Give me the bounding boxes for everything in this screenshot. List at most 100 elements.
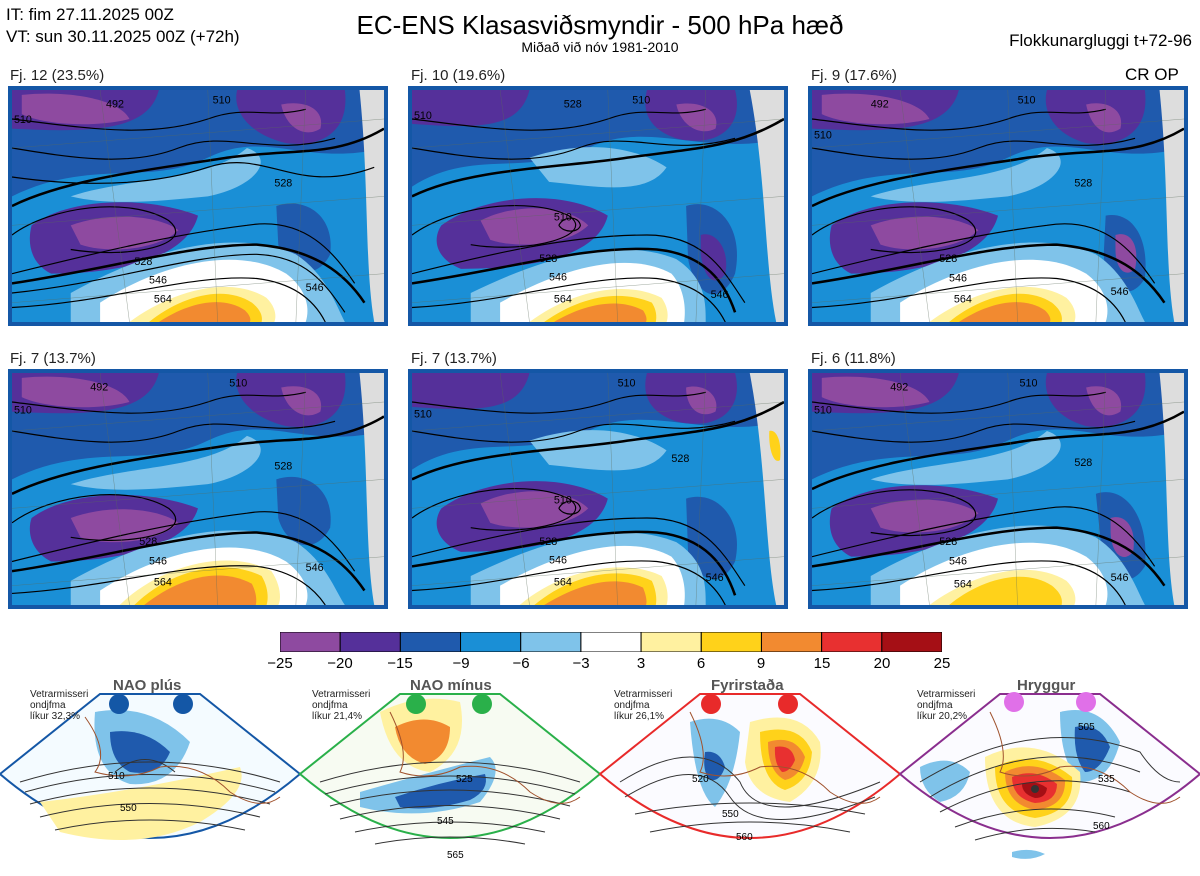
colorbar-swatch — [280, 632, 341, 652]
page-subtitle: Miðað við nóv 1981-2010 — [521, 39, 679, 55]
regime-note-line: líkur 21,4% — [312, 711, 363, 722]
cluster-map-6: 492 510 510 528 528 546 564 546 — [808, 369, 1188, 609]
regime-note-line: Vetrarmisseri — [917, 689, 976, 700]
contour-label: 492 — [106, 98, 124, 110]
classification-window: Flokkunargluggi t+72-96 — [1009, 31, 1192, 50]
regime-title-nao-minus: NAO mínus — [410, 677, 492, 694]
cluster-map-4: 492 510 510 528 528 546 564 546 — [8, 369, 388, 609]
regime-contour-label: 520 — [692, 774, 709, 785]
panel-label-4: Fj. 7 (13.7%) — [10, 350, 96, 367]
contour-label: 546 — [306, 562, 324, 574]
contour-label: 546 — [1111, 286, 1129, 298]
contour-label: 510 — [632, 95, 650, 107]
regime-note-line: ondjfma — [312, 700, 348, 711]
regime-note-line: Vetrarmisseri — [312, 689, 371, 700]
colorbar-swatch — [339, 632, 401, 652]
contour-label: 528 — [564, 98, 582, 110]
contour-label: 492 — [871, 98, 889, 110]
regime-dot — [109, 694, 129, 714]
cluster-map-3-graphic: 492 510 510 528 528 546 564 546 — [812, 90, 1184, 322]
regime-contour-label: 550 — [722, 809, 739, 820]
colorbar-tick: −20 — [327, 655, 353, 672]
colorbar-tick: 6 — [696, 655, 706, 672]
regime-note-line: ondjfma — [614, 700, 650, 711]
colorbar-graphic — [280, 632, 942, 652]
panel-label-1: Fj. 12 (23.5%) — [10, 67, 105, 84]
regime-dot — [1076, 692, 1096, 712]
valid-time: VT: sun 30.11.2025 00Z (+72h) — [6, 27, 240, 46]
colorbar-tick: −3 — [572, 655, 590, 672]
contour-label: 510 — [554, 212, 572, 224]
cluster-map-3: 492 510 510 528 528 546 564 546 — [808, 86, 1188, 326]
contour-label: 546 — [306, 282, 324, 294]
contour-label: 546 — [549, 554, 567, 566]
contour-label: 528 — [939, 536, 957, 548]
contour-label: 546 — [549, 271, 567, 283]
contour-label: 546 — [949, 555, 967, 567]
regime-contour-label: 505 — [1078, 722, 1095, 733]
contour-label: 510 — [213, 95, 231, 107]
contour-label: 564 — [154, 294, 172, 306]
regime-contour-label: 535 — [1098, 774, 1115, 785]
regime-dot — [406, 694, 426, 714]
contour-label: 546 — [706, 572, 724, 584]
regime-note-ridge: Vetrarmisseri ondjfma líkur 20,2% — [917, 689, 975, 722]
regime-contour-label: 565 — [447, 850, 464, 861]
contour-label: 492 — [890, 381, 908, 393]
panel-label-3: Fj. 9 (17.6%) — [811, 67, 897, 84]
page-title: EC-ENS Klasasviðsmyndir - 500 hPa hæð — [356, 10, 844, 40]
colorbar — [280, 632, 942, 652]
colorbar-swatch — [881, 632, 942, 652]
cr-op-label: CR OP — [1125, 65, 1179, 84]
regime-note-line: Vetrarmisseri — [614, 689, 673, 700]
contour-label: 564 — [954, 579, 972, 591]
contour-label: 528 — [139, 536, 157, 548]
contour-label: 510 — [1018, 95, 1036, 107]
contour-label: 510 — [414, 110, 432, 122]
contour-label: 510 — [618, 378, 636, 390]
contour-label: 528 — [939, 253, 957, 265]
regime-nao-plus: 510 550 — [0, 693, 302, 840]
regime-contour-label: 560 — [736, 832, 753, 843]
regime-note-nao-minus: Vetrarmisseri ondjfma líkur 21,4% — [312, 689, 370, 722]
contour-label: 564 — [554, 294, 572, 306]
regime-note-blocking: Vetrarmisseri ondjfma líkur 26,1% — [614, 689, 672, 722]
colorbar-swatch — [399, 632, 462, 652]
regime-dot — [701, 694, 721, 714]
cluster-map-2: 510 510 528 510 528 546 564 546 — [408, 86, 788, 326]
contour-label: 564 — [154, 577, 172, 589]
contour-label: 510 — [814, 129, 832, 141]
contour-label: 546 — [711, 289, 729, 301]
regime-note-line: líkur 26,1% — [614, 711, 665, 722]
regime-title-blocking: Fyrirstaða — [711, 677, 784, 694]
regime-dot — [173, 694, 193, 714]
contour-label: 510 — [1020, 378, 1038, 390]
colorbar-swatch — [760, 632, 823, 652]
panel-label-6: Fj. 6 (11.8%) — [811, 350, 896, 367]
contour-label: 528 — [274, 178, 292, 190]
contour-label: 546 — [149, 274, 167, 286]
regime-note-line: líkur 32,3% — [30, 711, 81, 722]
cluster-map-2-graphic: 510 510 528 510 528 546 564 546 — [412, 90, 784, 322]
panel-label-5: Fj. 7 (13.7%) — [411, 350, 497, 367]
regime-blocking: 520 550 560 — [598, 693, 902, 843]
colorbar-tick: 3 — [636, 655, 646, 672]
colorbar-swatch — [460, 632, 522, 652]
colorbar-tick: 25 — [933, 655, 951, 672]
regime-contour-label: 560 — [1093, 821, 1110, 832]
contour-label: 564 — [954, 294, 972, 306]
regime-row-graphic: 510 550 525 545 565 — [0, 692, 1200, 861]
regime-title-ridge: Hryggur — [1017, 677, 1076, 694]
contour-label: 528 — [539, 253, 557, 265]
regime-ridge: 505 535 560 — [898, 692, 1200, 859]
contour-label: 510 — [554, 495, 572, 507]
colorbar-swatch — [640, 632, 702, 652]
contour-label: 564 — [554, 577, 572, 589]
contour-label: 492 — [90, 381, 108, 393]
regime-dot — [1004, 692, 1024, 712]
contour-label: 546 — [149, 555, 167, 567]
regime-contour-label: 510 — [108, 771, 125, 782]
contour-label: 528 — [274, 461, 292, 473]
regime-title-nao-plus: NAO plús — [113, 677, 182, 694]
colorbar-tick: −25 — [267, 655, 293, 672]
